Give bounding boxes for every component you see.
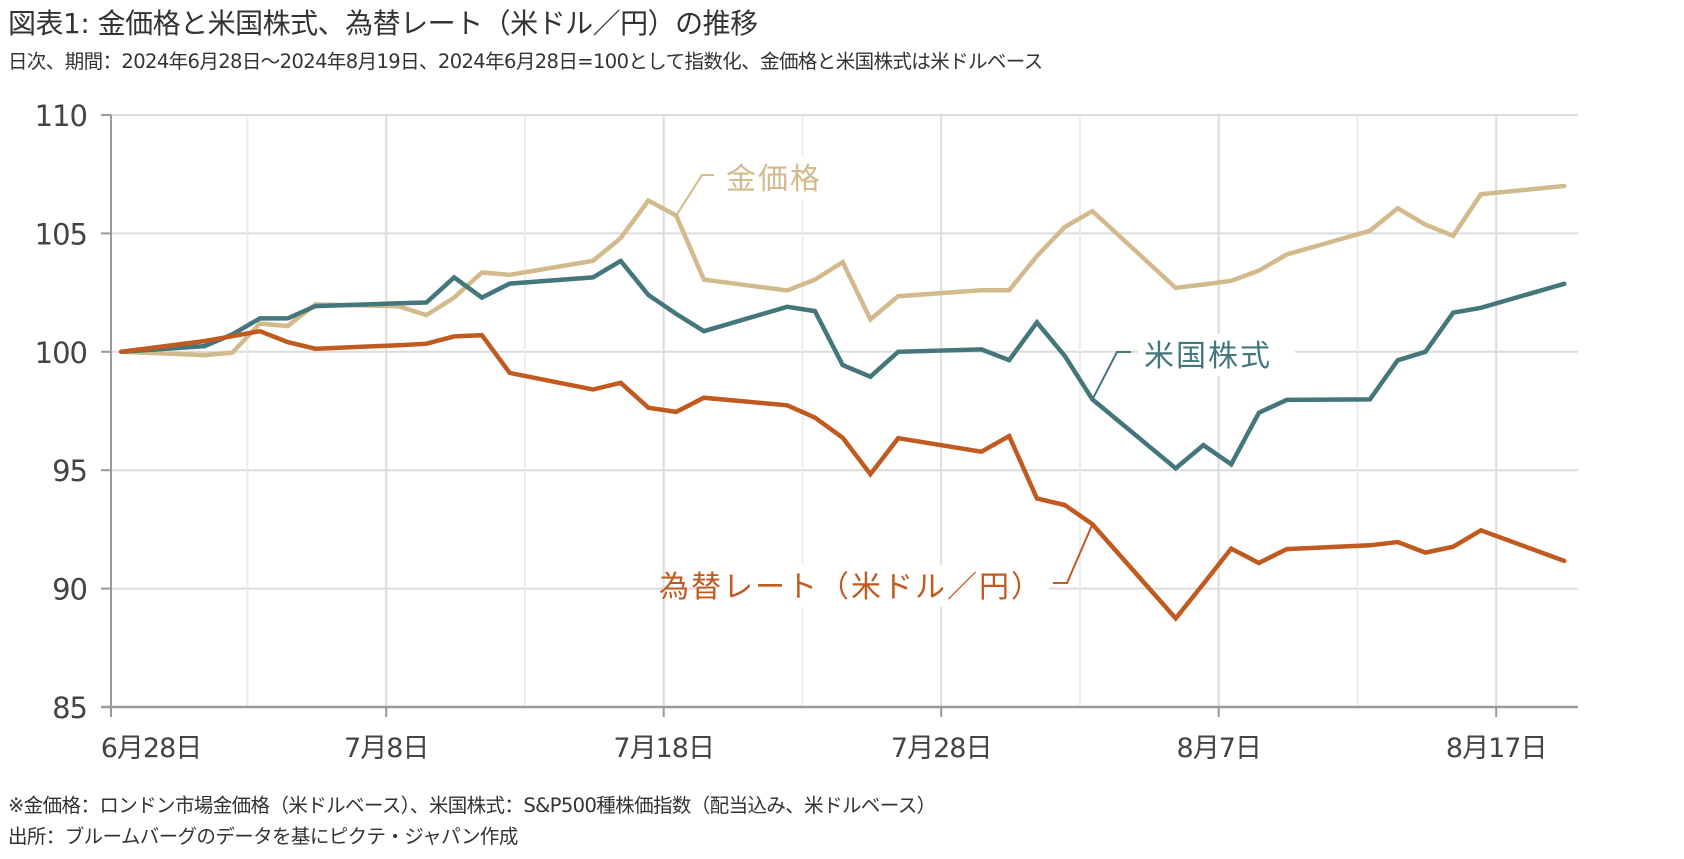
- label-leader-line: [1091, 351, 1131, 400]
- label-background: [707, 565, 1049, 607]
- series-line-0: [118, 183, 1567, 358]
- source-text: 出所：ブルームバーグのデータを基にピクテ・ジャパン作成: [8, 825, 518, 848]
- y-tick-label: 110: [35, 99, 87, 133]
- chart-title: 図表1: 金価格と米国株式、為替レート（米ドル／円）の推移: [8, 7, 758, 40]
- label-leader-line: [1053, 523, 1094, 584]
- y-tick-label: 105: [35, 217, 87, 251]
- chart-subtitle: 日次、期間：2024年6月28日～2024年8月19日、2024年6月28日=1…: [8, 50, 1043, 73]
- x-tick-label: 7月18日: [613, 733, 714, 764]
- x-tick-label: 8月7日: [1177, 733, 1261, 764]
- axes: 110 105 100 95 90 85 6月28日 7月8日 7月18日 7月28日 8月7日 8月…: [35, 99, 1578, 764]
- x-tick-label: 8月17日: [1446, 733, 1547, 764]
- label-background: [720, 157, 844, 199]
- x-tick-label: 7月8日: [344, 733, 428, 764]
- y-tick-label: 90: [52, 573, 87, 607]
- series-lines: [118, 183, 1567, 622]
- x-tick-label: 7月28日: [891, 733, 992, 764]
- x-tick-label: 6月28日: [101, 733, 202, 764]
- footnotes: ※金価格：ロンドン市場金価格（米ドルベース）、米国株式：S&P500種株価指数（…: [8, 790, 936, 852]
- note-text: ※金価格：ロンドン市場金価格（米ドルベース）、米国株式：S&P500種株価指数（…: [8, 794, 936, 817]
- grid-lines: [111, 114, 1578, 707]
- label-background: [1138, 334, 1295, 376]
- label-leader-line: [675, 174, 714, 217]
- y-tick-label: 100: [35, 336, 87, 370]
- series-label: 米国株式: [1144, 339, 1272, 374]
- y-tick-label: 85: [52, 691, 87, 725]
- series-label: 金価格: [726, 162, 822, 197]
- y-tick-label: 95: [52, 454, 87, 488]
- series-label: 為替レート（米ドル／円）: [659, 570, 1043, 605]
